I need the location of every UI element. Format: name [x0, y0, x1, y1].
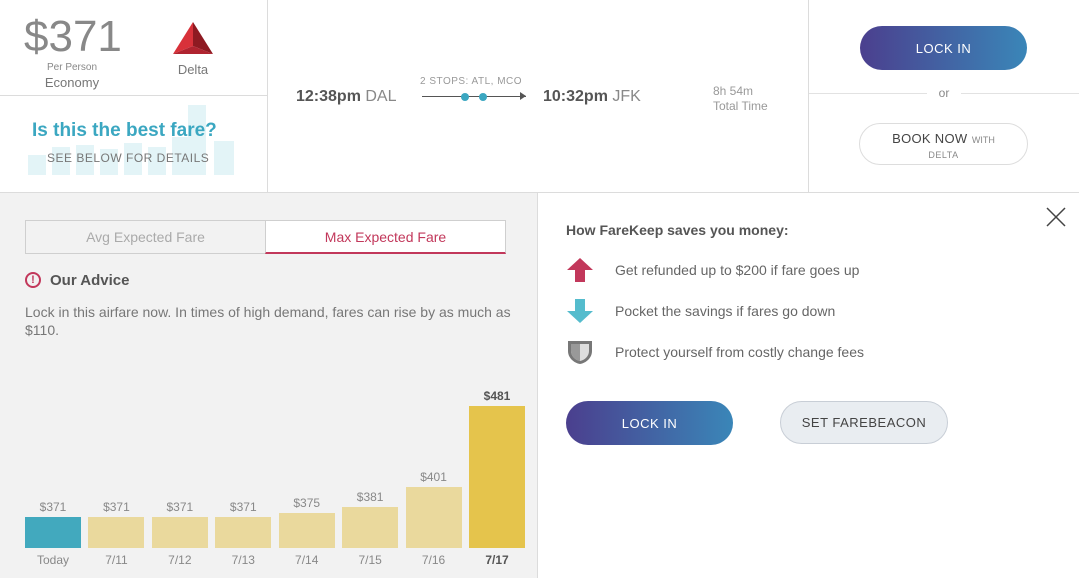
booking-actions: LOCK IN or BOOK NOW WITH DELTA [809, 0, 1079, 193]
bg-bar [28, 155, 46, 175]
lock-in-button[interactable]: LOCK IN [860, 26, 1027, 70]
chart-category-label: 7/12 [168, 553, 192, 567]
per-person-label: Per Person [46, 62, 98, 73]
chart-value-label: $375 [293, 495, 321, 510]
duration-label: Total Time [713, 99, 768, 113]
divider [809, 93, 927, 94]
shield-icon [568, 341, 592, 364]
duration-value: 8h 54m [713, 84, 754, 98]
alert-circle-icon: ! [25, 272, 41, 288]
price-box: $371 Per Person Economy Delta [0, 0, 267, 96]
chart-bar [25, 516, 81, 548]
chart-bar [342, 506, 399, 548]
stops-label: 2 STOPS: ATL, MCO [420, 76, 523, 87]
bg-bar [148, 147, 166, 175]
best-fare-box[interactable]: Is this the best fare? SEE BELOW FOR DET… [0, 96, 267, 193]
advice-title: Our Advice [50, 272, 130, 289]
arrow-down-icon [567, 299, 593, 323]
stop-dot-icon [479, 93, 487, 101]
fare-price: $371 [24, 12, 122, 61]
farekeep-title: How FareKeep saves you money: [566, 222, 789, 238]
chart-bar [215, 516, 272, 548]
arrow-up-icon [567, 258, 593, 282]
chart-category-label: 7/13 [231, 553, 255, 567]
chart-value-label: $381 [356, 489, 384, 504]
chart-category-label: 7/14 [295, 553, 319, 567]
chart-category-label: 7/17 [485, 553, 509, 567]
or-label: or [938, 86, 950, 100]
fare-tabs: Avg Expected Fare Max Expected Fare [25, 220, 507, 254]
chart-category-label: 7/16 [421, 553, 446, 567]
best-fare-subtext: SEE BELOW FOR DETAILS [47, 151, 210, 165]
fare-forecast-panel: Avg Expected Fare Max Expected Fare ! Ou… [0, 193, 538, 578]
set-farebeacon-button[interactable]: SET FAREBEACON [780, 401, 948, 444]
itinerary: 12:38pm DAL 2 STOPS: ATL, MCO 10:32pm JF… [268, 0, 809, 193]
book-with-label: WITH [971, 135, 995, 145]
chart-bar [88, 516, 145, 548]
airline-name: Delta [177, 62, 209, 77]
arrow-right-icon [520, 92, 526, 100]
bg-bar [76, 145, 94, 175]
bg-bar [172, 137, 190, 175]
fare-forecast-chart: $371 Today $371 7/11 $371 7/12 $371 7/13 $375 7/1… [25, 363, 525, 578]
chart-value-label: $401 [420, 469, 447, 484]
book-airline-label: DELTA [928, 150, 959, 160]
background-bars [28, 105, 238, 175]
bg-bar [188, 105, 206, 175]
divider [961, 93, 1079, 94]
close-icon[interactable] [1045, 206, 1067, 228]
lock-in-button[interactable]: LOCK IN [566, 401, 733, 445]
chart-value-label: $371 [229, 499, 257, 514]
bg-bar [214, 141, 234, 175]
chart-value-label: $371 [166, 499, 194, 514]
book-now-button[interactable]: BOOK NOW WITH DELTA [859, 123, 1028, 165]
feature-text: Get refunded up to $200 if fare goes up [615, 262, 860, 278]
advice-text: Lock in this airfare now. In times of hi… [25, 304, 511, 338]
chart-value-label: $481 [483, 389, 511, 403]
departure-time: 12:38pm [296, 88, 361, 105]
bg-bar [52, 147, 70, 175]
feature-text: Pocket the savings if fares go down [615, 303, 836, 319]
chart-category-label: 7/15 [358, 553, 382, 567]
tab-avg-expected-fare[interactable]: Avg Expected Fare [25, 220, 266, 254]
departure: 12:38pm DAL [296, 88, 397, 106]
chart-bar [469, 406, 525, 548]
book-now-label: BOOK NOW [892, 131, 968, 146]
route-line [422, 96, 526, 97]
arrival: 10:32pm JFK [543, 88, 641, 106]
chart-category-label: Today [36, 553, 70, 567]
arrival-airport: JFK [612, 88, 641, 105]
bg-bar [124, 143, 142, 175]
flight-summary: $371 Per Person Economy Delta [0, 0, 1079, 193]
feature-text: Protect yourself from costly change fees [615, 344, 864, 360]
arrival-time: 10:32pm [543, 88, 608, 105]
total-duration: 8h 54m Total Time [713, 84, 768, 114]
delta-logo-icon [173, 22, 213, 54]
tab-max-expected-fare[interactable]: Max Expected Fare [265, 220, 506, 254]
fare-column: $371 Per Person Economy Delta [0, 0, 268, 193]
chart-category-label: 7/11 [105, 553, 128, 567]
chart-value-label: $371 [39, 499, 67, 514]
chart-bar [405, 486, 462, 548]
chart-bar [278, 512, 335, 548]
farekeep-panel: How FareKeep saves you money: Get refund… [538, 193, 1079, 578]
stop-dot-icon [461, 93, 469, 101]
departure-airport: DAL [365, 88, 397, 105]
bg-bar [100, 149, 118, 175]
cabin-class: Economy [44, 75, 100, 90]
best-fare-question: Is this the best fare? [32, 120, 217, 141]
chart-bar [151, 516, 208, 548]
chart-value-label: $371 [103, 499, 130, 514]
details-panel: Avg Expected Fare Max Expected Fare ! Ou… [0, 193, 1079, 578]
